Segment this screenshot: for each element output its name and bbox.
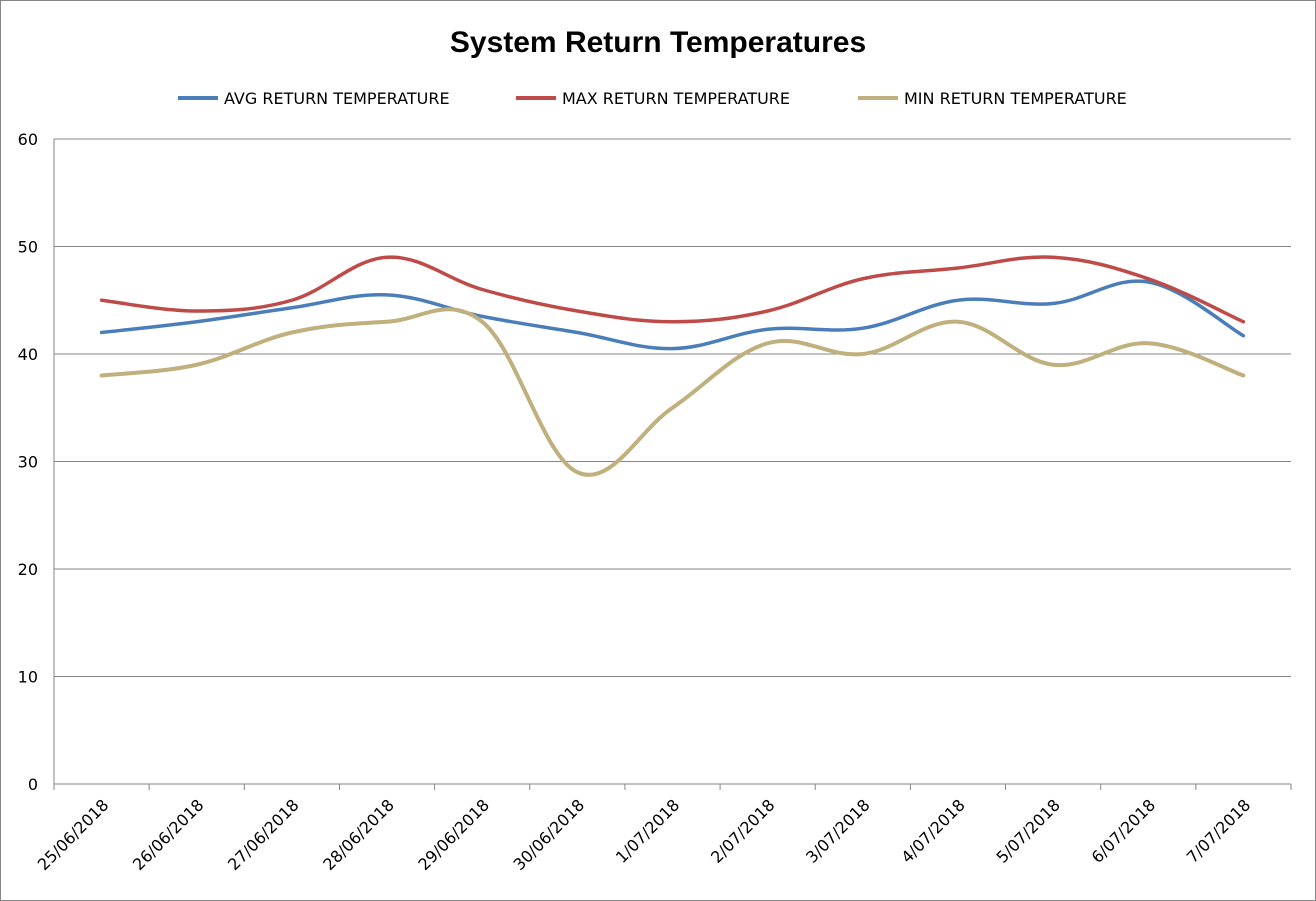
chart-title: System Return Temperatures	[450, 26, 866, 59]
x-tick-label: 7/07/2018	[1183, 795, 1254, 866]
series-line-2	[99, 255, 1246, 324]
x-tick-label: 4/07/2018	[897, 795, 968, 866]
y-tick-label: 60	[18, 130, 38, 149]
gridlines	[54, 138, 1291, 677]
x-tick-label: 30/06/2018	[510, 795, 589, 874]
series-group	[99, 255, 1246, 477]
x-tick-label: 6/07/2018	[1088, 795, 1159, 866]
x-tick-label: 3/07/2018	[802, 795, 873, 866]
axes: 0 10 20 30 40 50 60 25/06/2018 26/06/2018 27/06/2…	[18, 130, 1292, 874]
x-tick-label: 5/07/2018	[992, 795, 1063, 866]
x-tick-label: 28/06/2018	[319, 795, 398, 874]
y-tick-label: 0	[28, 775, 38, 794]
x-tick-label: 2/07/2018	[707, 795, 778, 866]
y-tick-label: 40	[18, 345, 38, 364]
y-tick-label: 10	[18, 668, 38, 687]
series-line-3	[99, 307, 1246, 477]
x-tick-label: 26/06/2018	[129, 795, 208, 874]
x-tick-label: 25/06/2018	[34, 795, 113, 874]
x-tick-label: 27/06/2018	[224, 795, 303, 874]
series-line-1	[99, 279, 1246, 351]
x-tick-label: 1/07/2018	[612, 795, 683, 866]
legend-label-2: MAX RETURN TEMPERATURE	[562, 89, 790, 108]
y-tick-label: 50	[18, 238, 38, 257]
legend-label-1: AVG RETURN TEMPERATURE	[224, 89, 450, 108]
x-tick-label: 29/06/2018	[414, 795, 493, 874]
legend: AVG RETURN TEMPERATURE MAX RETURN TEMPERA…	[178, 89, 1127, 108]
legend-label-3: MIN RETURN TEMPERATURE	[904, 89, 1127, 108]
y-tick-label: 30	[18, 453, 38, 472]
y-tick-label: 20	[18, 560, 38, 579]
